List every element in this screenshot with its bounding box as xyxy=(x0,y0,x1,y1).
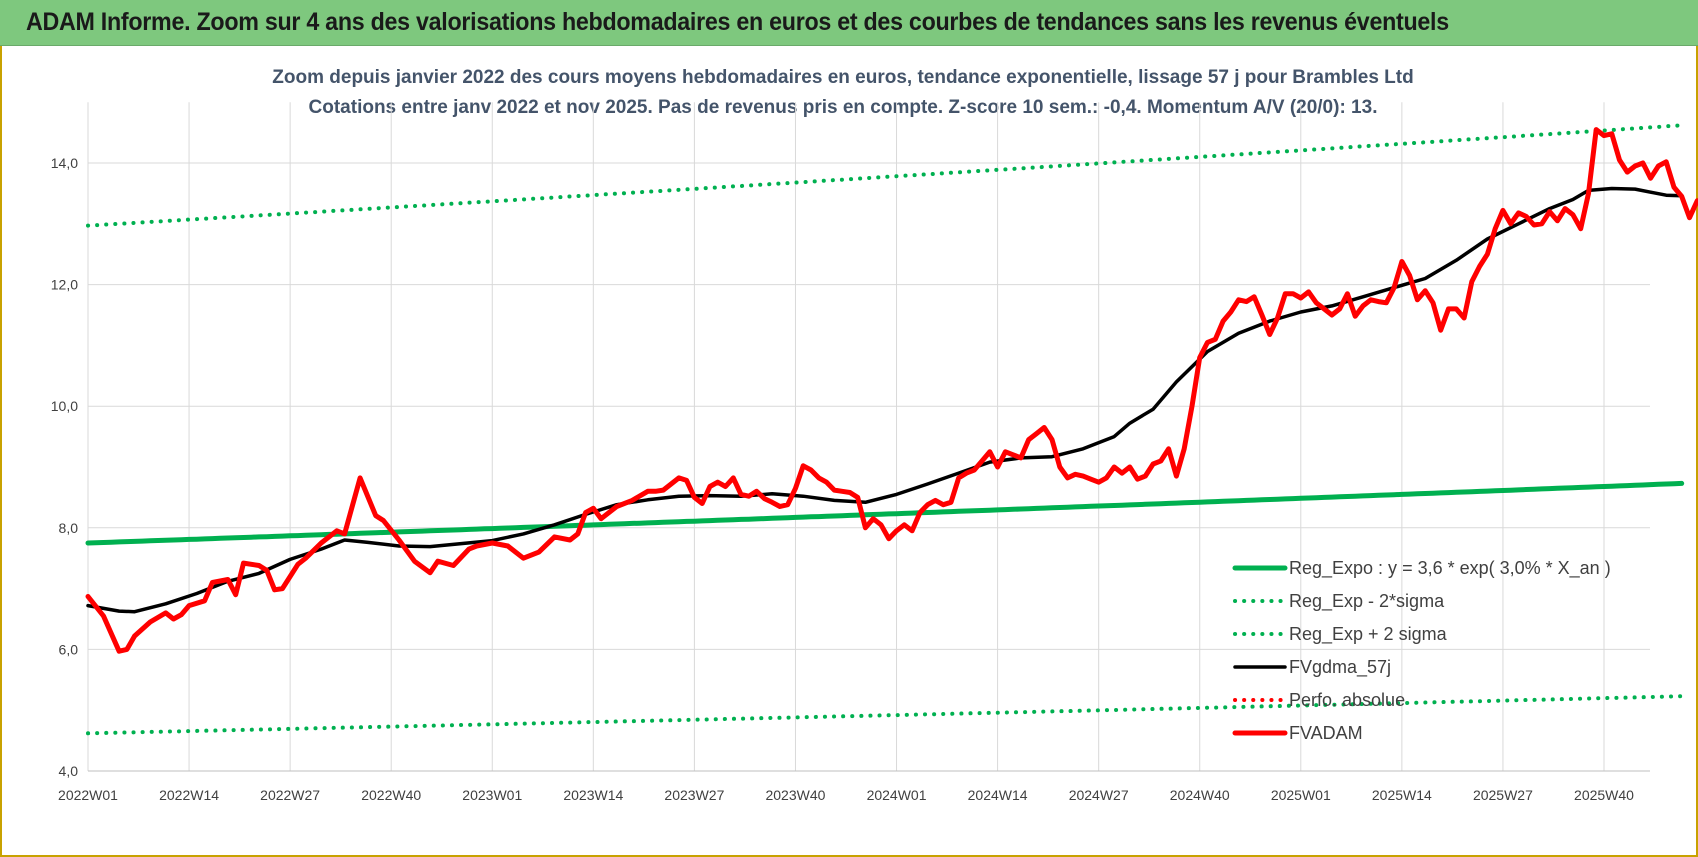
legend-label: FVADAM xyxy=(1289,723,1363,743)
series-layer xyxy=(85,123,1698,736)
chart: Zoom depuis janvier 2022 des cours moyen… xyxy=(51,67,1698,803)
series-line-5 xyxy=(85,127,1698,654)
x-tick-label: 2024W01 xyxy=(867,787,927,803)
x-tick-label: 2024W14 xyxy=(968,787,1028,803)
y-tick-label: 10,0 xyxy=(51,398,78,414)
legend: Reg_Expo : y = 3,6 * exp( 3,0% * X_an ) R… xyxy=(1232,558,1611,743)
x-tick-label: 2025W14 xyxy=(1372,787,1432,803)
x-tick-label: 2022W40 xyxy=(361,787,421,803)
chart-frame xyxy=(0,46,1698,857)
series-line-3 xyxy=(86,186,1684,614)
y-tick-label: 14,0 xyxy=(51,155,78,171)
x-tick-label: 2022W01 xyxy=(58,787,118,803)
x-tick-label: 2022W14 xyxy=(159,787,219,803)
banner-title: ADAM Informe. Zoom sur 4 ans des valoris… xyxy=(26,8,1449,36)
x-tick-label: 2023W01 xyxy=(462,787,522,803)
legend-label: Reg_Exp - 2*sigma xyxy=(1289,591,1445,612)
series-line-1 xyxy=(86,694,1684,736)
series-line-0 xyxy=(85,480,1685,546)
series-line-2 xyxy=(86,123,1684,228)
chart-title-line1: Zoom depuis janvier 2022 des cours moyen… xyxy=(272,67,1413,88)
y-tick-label: 12,0 xyxy=(51,277,78,293)
chart-title-line2: Cotations entre janv 2022 et nov 2025. P… xyxy=(309,97,1378,118)
banner: ADAM Informe. Zoom sur 4 ans des valoris… xyxy=(0,0,1698,46)
x-tick-label: 2025W40 xyxy=(1574,787,1634,803)
y-tick-label: 4,0 xyxy=(59,763,79,779)
x-tick-label: 2025W01 xyxy=(1271,787,1331,803)
x-tick-label: 2022W27 xyxy=(260,787,320,803)
y-tick-label: 8,0 xyxy=(59,520,79,536)
x-tick-label: 2023W40 xyxy=(765,787,825,803)
legend-label: Reg_Exp + 2 sigma xyxy=(1289,624,1448,645)
x-tick-label: 2024W40 xyxy=(1170,787,1230,803)
x-tick-label: 2024W27 xyxy=(1069,787,1129,803)
axes: 4,0 6,0 8,0 10,0 12,0 14,0 2022W01 2022W14 2022W… xyxy=(51,155,1650,803)
x-tick-label: 2025W27 xyxy=(1473,787,1533,803)
legend-label: Reg_Expo : y = 3,6 * exp( 3,0% * X_an ) xyxy=(1289,558,1611,579)
y-tick-label: 6,0 xyxy=(59,641,79,657)
x-tick-label: 2023W14 xyxy=(563,787,623,803)
grid xyxy=(87,102,1650,772)
legend-label: FVgdma_57j xyxy=(1289,657,1391,678)
legend-label: Perfo. absolue xyxy=(1289,690,1405,710)
x-tick-label: 2023W27 xyxy=(664,787,724,803)
